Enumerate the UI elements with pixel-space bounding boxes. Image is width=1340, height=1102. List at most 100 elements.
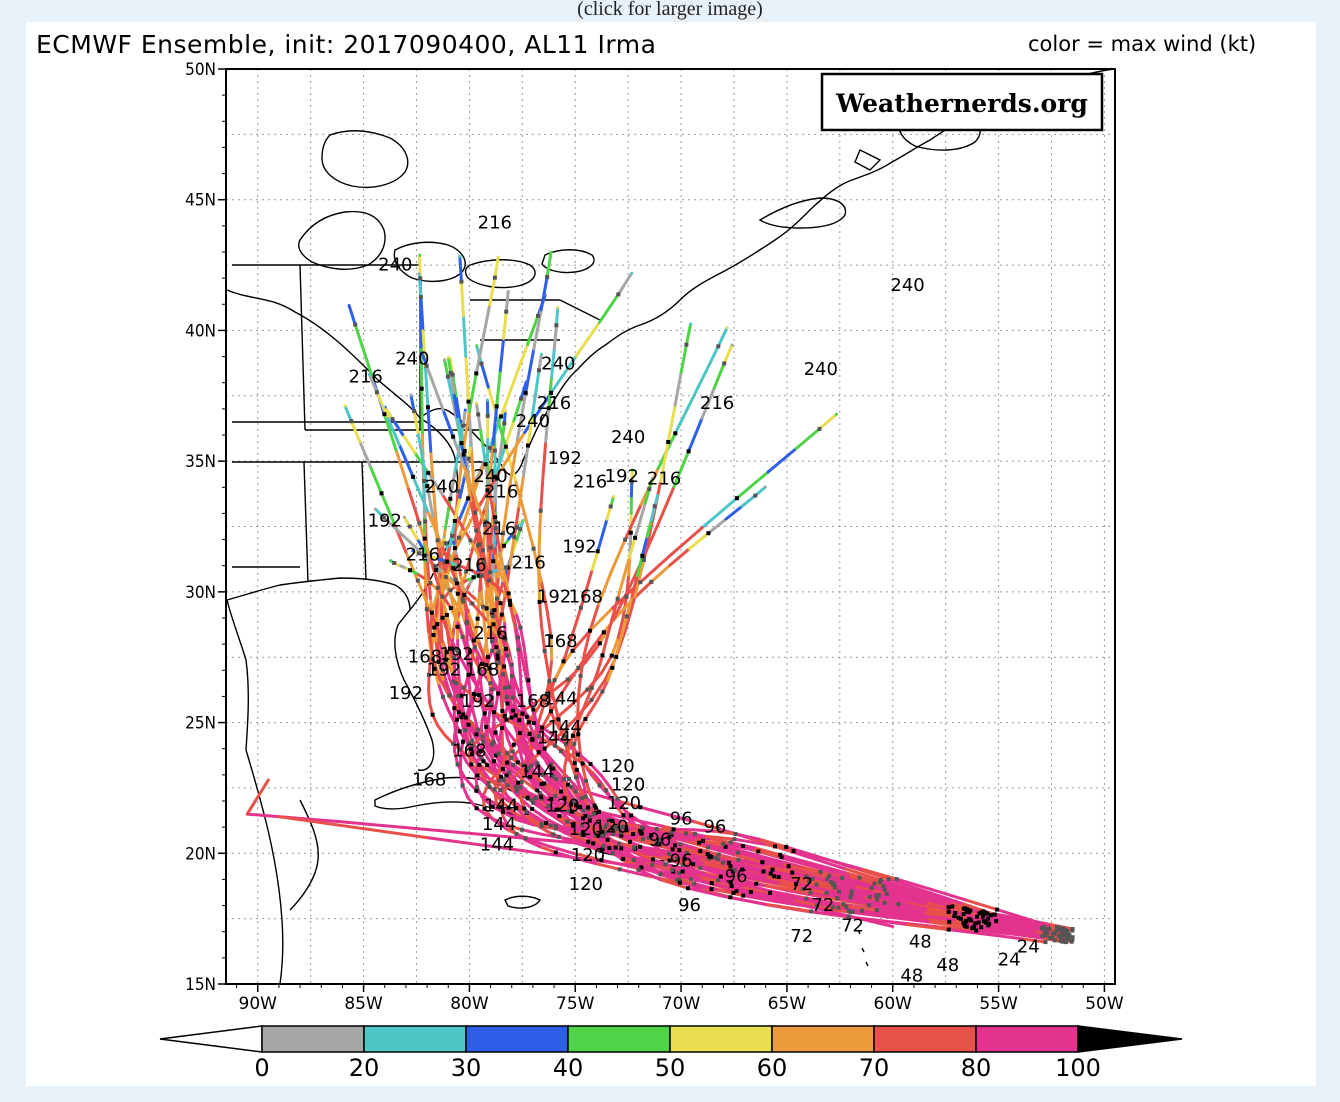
- track-point: [460, 634, 465, 639]
- track-point: [494, 404, 499, 409]
- track-point: [536, 750, 541, 755]
- track-segment: [464, 354, 470, 404]
- track-point: [455, 717, 459, 722]
- track-segment: [493, 774, 500, 791]
- track-point: [456, 564, 461, 569]
- track-segment: [580, 791, 590, 809]
- track-segment: [512, 505, 521, 539]
- track-point: [556, 834, 561, 839]
- track-point: [686, 886, 690, 891]
- track-point: [597, 783, 602, 788]
- track-segment: [458, 474, 467, 499]
- track-segment: [477, 639, 488, 667]
- track-point: [429, 610, 434, 615]
- track-segment: [666, 403, 677, 444]
- track-segment: [428, 635, 435, 661]
- track-segment: [572, 851, 603, 862]
- track-segment: [827, 874, 880, 890]
- track-segment: [537, 700, 547, 723]
- track-point: [483, 462, 488, 467]
- track-point: [511, 762, 516, 767]
- track-segment: [467, 444, 473, 461]
- track-segment: [498, 549, 506, 574]
- track-point: [551, 774, 556, 779]
- track-point: [638, 805, 643, 810]
- track-segment: [618, 821, 644, 830]
- track-segment: [487, 442, 495, 485]
- track-segment: [679, 343, 688, 374]
- track-point: [470, 738, 475, 743]
- track-segment: [543, 732, 562, 751]
- track-point: [974, 928, 979, 933]
- track-segment: [491, 559, 495, 579]
- track-point: [850, 909, 855, 914]
- track-point: [658, 837, 663, 842]
- track-point: [453, 577, 458, 582]
- track-point: [552, 678, 557, 683]
- track-segment: [576, 732, 582, 753]
- track-segment: [514, 611, 522, 629]
- track-segment: [449, 606, 459, 623]
- track-point: [1070, 935, 1075, 940]
- hour-label: 120: [600, 756, 634, 777]
- track-segment: [343, 404, 353, 423]
- track-segment: [461, 314, 468, 358]
- track-segment: [577, 813, 592, 828]
- track-point: [578, 605, 583, 610]
- track-point: [667, 835, 672, 840]
- track-segment: [425, 364, 436, 388]
- track-segment: [483, 523, 497, 556]
- track-point: [946, 905, 951, 910]
- track-point: [469, 762, 474, 767]
- track-segment: [538, 845, 558, 854]
- track-segment: [440, 640, 448, 662]
- track-point: [632, 845, 636, 850]
- track-point: [492, 608, 497, 613]
- track-point: [484, 663, 489, 668]
- hour-label: 168: [452, 741, 486, 762]
- track-point: [754, 881, 759, 886]
- track-point: [518, 785, 523, 790]
- track-point: [539, 782, 544, 786]
- track-point: [575, 752, 580, 757]
- track-segment: [633, 517, 642, 540]
- track-point: [994, 919, 999, 924]
- lat-tick-label: 35N: [185, 452, 216, 472]
- track-segment: [420, 387, 424, 435]
- track-point: [487, 666, 492, 671]
- track-segment: [549, 354, 578, 395]
- hour-label: 96: [670, 809, 693, 830]
- image-caption[interactable]: (click for larger image): [577, 0, 763, 20]
- track-point: [1059, 935, 1064, 940]
- track-segment: [792, 849, 828, 861]
- track-segment: [468, 649, 482, 670]
- track-segment: [516, 391, 528, 441]
- track-segment: [472, 493, 487, 527]
- track-segment: [466, 610, 481, 643]
- track-segment: [623, 502, 643, 542]
- track-point: [537, 368, 541, 373]
- track-point: [504, 773, 509, 778]
- track-point: [609, 653, 614, 658]
- hour-label: 240: [890, 275, 924, 296]
- track-point: [718, 874, 723, 879]
- hour-label: 192: [537, 586, 571, 607]
- track-segment: [427, 688, 432, 705]
- track-segment: [462, 686, 478, 701]
- track-point: [353, 322, 358, 327]
- track-segment: [425, 484, 435, 518]
- track-segment: [497, 430, 527, 475]
- track-point: [512, 535, 517, 540]
- track-segment: [538, 825, 555, 836]
- track-point: [435, 538, 440, 543]
- track-point: [500, 766, 505, 771]
- track-segment: [517, 474, 525, 509]
- track-point: [519, 827, 524, 832]
- track-point: [520, 711, 525, 716]
- track-segment: [461, 783, 470, 800]
- track-segment: [488, 546, 492, 573]
- track-point: [460, 783, 465, 788]
- track-point: [504, 646, 508, 651]
- track-point: [709, 881, 714, 886]
